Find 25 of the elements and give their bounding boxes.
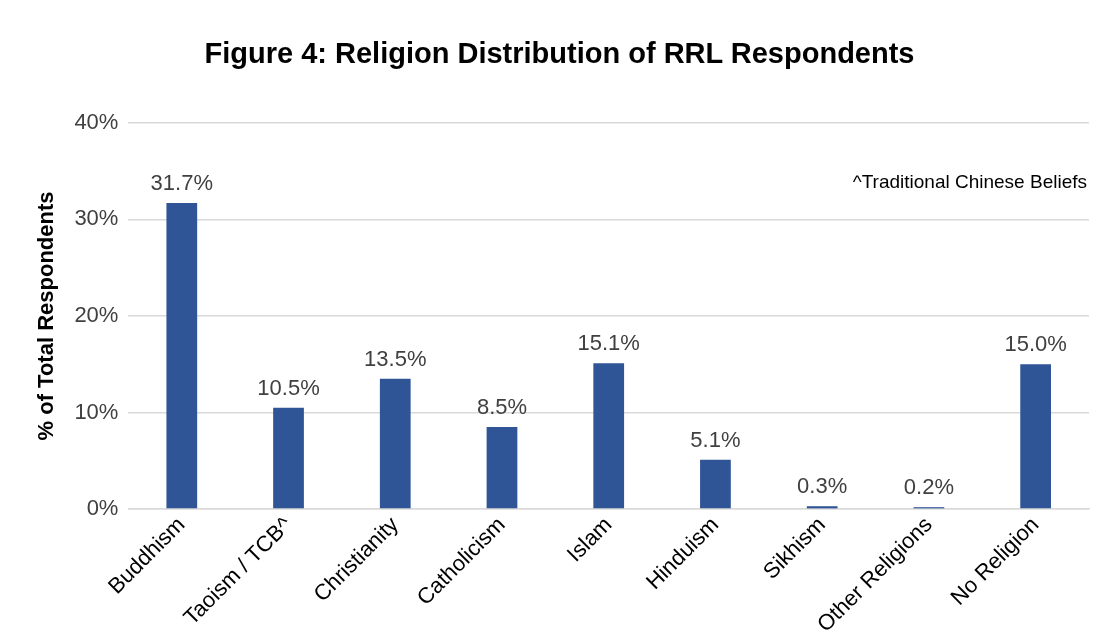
bar	[379, 378, 411, 509]
bar	[700, 459, 731, 509]
bar	[486, 427, 518, 509]
data-label: 0.3%	[797, 473, 848, 499]
y-tick-label: 0%	[86, 495, 119, 521]
y-tick-label: 20%	[74, 302, 119, 328]
bar	[806, 506, 838, 509]
y-axis-title: % of Total Respondents	[33, 191, 59, 441]
bar	[273, 407, 304, 509]
annotation: ^Traditional Chinese Beliefs	[852, 171, 1087, 193]
data-label: 15.0%	[1004, 331, 1067, 357]
data-label: 8.5%	[476, 394, 528, 420]
bar	[593, 363, 625, 509]
data-label: 31.7%	[150, 170, 213, 196]
y-tick-label: 40%	[74, 108, 119, 134]
y-tick-label: 10%	[74, 398, 119, 424]
y-tick-label: 30%	[74, 205, 119, 231]
data-label: 10.5%	[257, 374, 320, 400]
bar	[1020, 364, 1051, 509]
data-label: 15.1%	[577, 330, 640, 356]
data-label: 13.5%	[364, 345, 427, 371]
data-label: 5.1%	[690, 426, 741, 452]
chart-title: Figure 4: Religion Distribution of RRL Respondents	[204, 37, 915, 70]
bar	[166, 202, 198, 509]
data-label: 0.2%	[903, 474, 954, 500]
